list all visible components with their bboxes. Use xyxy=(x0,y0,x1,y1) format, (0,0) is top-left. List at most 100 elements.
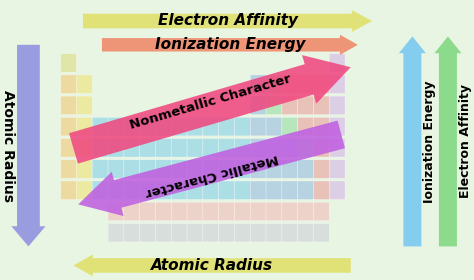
FancyBboxPatch shape xyxy=(124,117,140,136)
Text: Atomic Radius: Atomic Radius xyxy=(1,90,15,202)
FancyBboxPatch shape xyxy=(108,181,124,200)
Polygon shape xyxy=(399,36,426,246)
FancyBboxPatch shape xyxy=(171,181,187,200)
FancyBboxPatch shape xyxy=(282,117,298,136)
FancyBboxPatch shape xyxy=(235,117,250,136)
Polygon shape xyxy=(78,121,345,216)
Text: Atomic Radius: Atomic Radius xyxy=(151,258,273,273)
FancyBboxPatch shape xyxy=(61,139,76,157)
FancyBboxPatch shape xyxy=(219,139,235,157)
FancyBboxPatch shape xyxy=(250,117,266,136)
FancyBboxPatch shape xyxy=(171,139,187,157)
FancyBboxPatch shape xyxy=(298,75,313,94)
FancyBboxPatch shape xyxy=(203,223,219,242)
FancyBboxPatch shape xyxy=(187,117,203,136)
FancyBboxPatch shape xyxy=(266,223,282,242)
FancyBboxPatch shape xyxy=(313,117,329,136)
Text: Ionization Energy: Ionization Energy xyxy=(423,80,436,203)
FancyBboxPatch shape xyxy=(108,117,124,136)
FancyBboxPatch shape xyxy=(61,96,76,115)
FancyBboxPatch shape xyxy=(108,160,124,178)
FancyBboxPatch shape xyxy=(187,202,203,221)
FancyBboxPatch shape xyxy=(313,202,329,221)
FancyBboxPatch shape xyxy=(108,223,124,242)
FancyBboxPatch shape xyxy=(250,223,266,242)
FancyBboxPatch shape xyxy=(124,139,140,157)
FancyBboxPatch shape xyxy=(219,223,235,242)
FancyBboxPatch shape xyxy=(329,54,345,72)
FancyBboxPatch shape xyxy=(203,181,219,200)
FancyBboxPatch shape xyxy=(235,202,250,221)
FancyBboxPatch shape xyxy=(298,96,313,115)
FancyBboxPatch shape xyxy=(187,139,203,157)
FancyBboxPatch shape xyxy=(235,223,250,242)
FancyBboxPatch shape xyxy=(155,117,171,136)
FancyBboxPatch shape xyxy=(140,117,155,136)
FancyBboxPatch shape xyxy=(313,75,329,94)
Polygon shape xyxy=(434,36,461,246)
FancyBboxPatch shape xyxy=(282,139,298,157)
FancyBboxPatch shape xyxy=(329,139,345,157)
FancyBboxPatch shape xyxy=(140,181,155,200)
FancyBboxPatch shape xyxy=(124,202,140,221)
FancyBboxPatch shape xyxy=(329,96,345,115)
FancyBboxPatch shape xyxy=(61,160,76,178)
FancyBboxPatch shape xyxy=(187,223,203,242)
FancyBboxPatch shape xyxy=(124,160,140,178)
Text: Metallic Character: Metallic Character xyxy=(143,151,279,199)
FancyBboxPatch shape xyxy=(92,160,108,178)
FancyBboxPatch shape xyxy=(298,202,313,221)
Text: Electron Affinity: Electron Affinity xyxy=(459,84,472,199)
FancyBboxPatch shape xyxy=(171,202,187,221)
FancyBboxPatch shape xyxy=(140,202,155,221)
FancyBboxPatch shape xyxy=(313,96,329,115)
FancyBboxPatch shape xyxy=(235,181,250,200)
Polygon shape xyxy=(73,255,351,276)
FancyBboxPatch shape xyxy=(155,160,171,178)
FancyBboxPatch shape xyxy=(140,139,155,157)
FancyBboxPatch shape xyxy=(61,54,76,72)
FancyBboxPatch shape xyxy=(250,160,266,178)
FancyBboxPatch shape xyxy=(329,75,345,94)
FancyBboxPatch shape xyxy=(329,160,345,178)
FancyBboxPatch shape xyxy=(266,139,282,157)
FancyBboxPatch shape xyxy=(266,202,282,221)
FancyBboxPatch shape xyxy=(298,223,313,242)
Polygon shape xyxy=(11,45,46,246)
FancyBboxPatch shape xyxy=(250,202,266,221)
FancyBboxPatch shape xyxy=(266,181,282,200)
FancyBboxPatch shape xyxy=(282,223,298,242)
FancyBboxPatch shape xyxy=(298,181,313,200)
FancyBboxPatch shape xyxy=(250,75,266,94)
FancyBboxPatch shape xyxy=(298,160,313,178)
FancyBboxPatch shape xyxy=(282,160,298,178)
FancyBboxPatch shape xyxy=(266,96,282,115)
FancyBboxPatch shape xyxy=(140,160,155,178)
FancyBboxPatch shape xyxy=(219,181,235,200)
FancyBboxPatch shape xyxy=(61,181,76,200)
FancyBboxPatch shape xyxy=(108,202,124,221)
FancyBboxPatch shape xyxy=(266,117,282,136)
FancyBboxPatch shape xyxy=(235,160,250,178)
Text: Nonmetallic Character: Nonmetallic Character xyxy=(128,72,292,132)
FancyBboxPatch shape xyxy=(203,117,219,136)
FancyBboxPatch shape xyxy=(92,181,108,200)
FancyBboxPatch shape xyxy=(76,139,92,157)
Polygon shape xyxy=(69,55,351,164)
FancyBboxPatch shape xyxy=(92,139,108,157)
FancyBboxPatch shape xyxy=(313,223,329,242)
FancyBboxPatch shape xyxy=(219,202,235,221)
Text: Ionization Energy: Ionization Energy xyxy=(155,37,305,52)
Polygon shape xyxy=(102,35,358,55)
FancyBboxPatch shape xyxy=(203,202,219,221)
FancyBboxPatch shape xyxy=(140,223,155,242)
FancyBboxPatch shape xyxy=(76,181,92,200)
FancyBboxPatch shape xyxy=(76,96,92,115)
FancyBboxPatch shape xyxy=(219,117,235,136)
FancyBboxPatch shape xyxy=(219,160,235,178)
FancyBboxPatch shape xyxy=(76,75,92,94)
FancyBboxPatch shape xyxy=(155,139,171,157)
FancyBboxPatch shape xyxy=(171,117,187,136)
FancyBboxPatch shape xyxy=(266,160,282,178)
FancyBboxPatch shape xyxy=(203,139,219,157)
